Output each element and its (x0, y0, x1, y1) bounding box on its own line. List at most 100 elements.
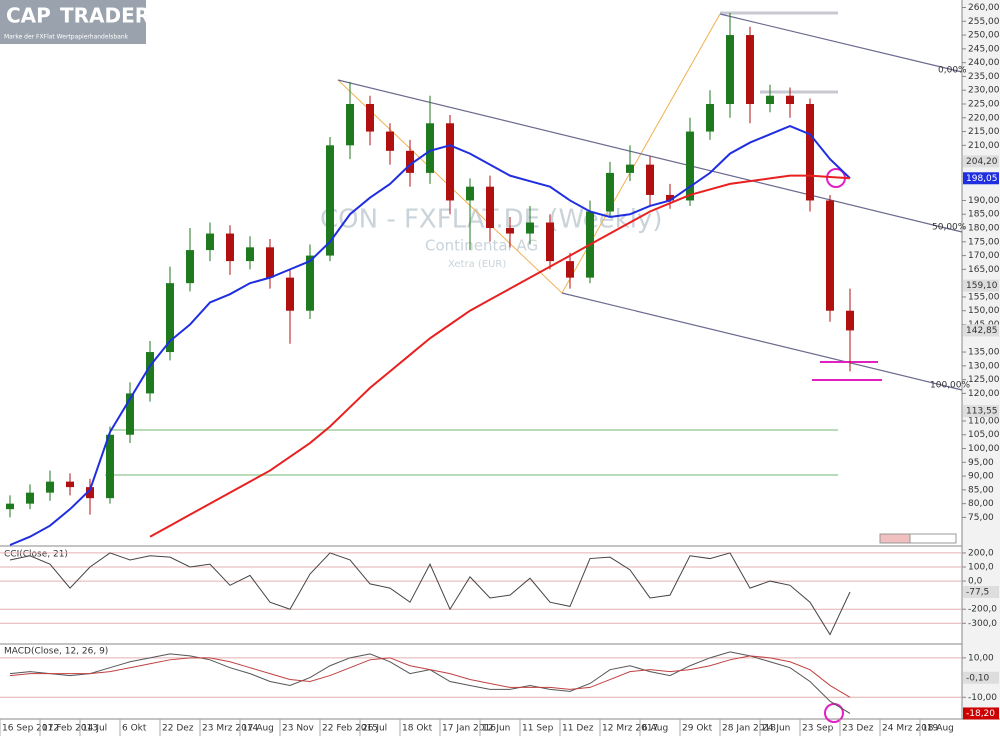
series-line (9, 552, 851, 636)
candle-body (346, 103, 354, 146)
x-tick-label: 17 Feb 2013 (42, 724, 98, 734)
fib-label: 0,00% (938, 66, 967, 76)
watermark-subtitle: Continental AG (425, 237, 538, 255)
y-tick-label: 85,00 (968, 485, 994, 495)
y-tick-label: 100,0 (968, 563, 994, 573)
x-tick-label: 12 Jun (482, 724, 510, 734)
x-tick-label: 24 Jun (762, 724, 790, 734)
y-tick-label: 215,00 (968, 127, 1000, 137)
y-tick-label: -10,00 (968, 693, 997, 703)
candle-body (226, 233, 234, 262)
price-marker-label: 142,85 (966, 326, 998, 336)
candle-body (686, 131, 694, 201)
x-tick-label: 22 Feb 2015 (322, 724, 378, 734)
x-tick-label: 17 Jan 2016 (442, 724, 496, 734)
x-tick-label: 17 Aug (242, 724, 274, 734)
candle-body (646, 164, 654, 195)
y-tick-label: 10,00 (968, 653, 994, 663)
y-tick-label: 80,00 (968, 499, 994, 509)
y-tick-label: 210,00 (968, 141, 1000, 151)
candle-body (406, 150, 414, 173)
x-tick-label: 29 Okt (682, 724, 713, 734)
scroll-box (879, 533, 911, 544)
y-tick-label: 185,00 (968, 210, 1000, 220)
x-tick-label: 11 Dez (562, 724, 594, 734)
candle-body (6, 503, 14, 510)
y-tick-label: 170,00 (968, 251, 1000, 261)
watermark-note: Xetra (EUR) (448, 259, 506, 270)
y-tick-label: 110,00 (968, 416, 1000, 426)
price-marker (963, 279, 999, 292)
candle-body (186, 250, 194, 284)
candle-body (486, 186, 494, 229)
y-tick-label: 180,00 (968, 224, 1000, 234)
series-line (149, 174, 851, 538)
y-tick-label: 100,00 (968, 444, 1000, 454)
candle-body (266, 247, 274, 278)
y-tick-label: 0,0 (968, 577, 983, 587)
x-tick-label: 6 Aug (642, 724, 668, 734)
fib-label: 100,00% (930, 381, 970, 391)
price-marker-label: -0,10 (966, 673, 990, 683)
candle-body (86, 487, 94, 499)
y-tick-label: 165,00 (968, 265, 1000, 275)
price-marker (963, 405, 999, 418)
price-marker (963, 324, 999, 337)
x-tick-label: 26 Jul (362, 724, 387, 734)
y-tick-label: 240,00 (968, 58, 1000, 68)
candle-body (506, 228, 514, 234)
y-tick-label: 90,00 (968, 472, 994, 482)
candle-body (426, 123, 434, 173)
price-marker (963, 585, 999, 598)
price-marker-label: 204,20 (966, 157, 998, 167)
y-tick-label: 130,00 (968, 361, 1000, 371)
y-tick-label: 245,00 (968, 44, 1000, 54)
candle-body (366, 103, 374, 132)
y-tick-label: 235,00 (968, 72, 1000, 82)
y-tick-label: -200,0 (968, 605, 997, 615)
candle-body (306, 255, 314, 311)
logo: CAP (6, 4, 51, 28)
candle-body (746, 35, 754, 104)
x-tick-label: 22 Dez (162, 724, 194, 734)
x-tick-label: 23 Dez (842, 724, 874, 734)
y-tick-label: 250,00 (968, 31, 1000, 41)
candle-body (286, 277, 294, 311)
candle-body (26, 492, 34, 504)
x-tick-label: 6 Okt (122, 724, 147, 734)
price-marker (963, 172, 999, 185)
candle-body (706, 103, 714, 132)
y-tick-label: 155,00 (968, 292, 1000, 302)
y-tick-label: 105,00 (968, 430, 1000, 440)
candle-body (626, 164, 634, 173)
candle-body (766, 95, 774, 104)
candle-body (46, 481, 54, 493)
tagline: Marke der FXFlat Wertpapierhandelsbank (4, 34, 129, 41)
pane-title: MACD(Close, 12, 26, 9) (4, 647, 108, 657)
x-tick-label: 23 Sep (802, 724, 834, 734)
y-tick-label: 125,00 (968, 375, 1000, 385)
candle-body (566, 261, 574, 278)
price-marker-label: 159,10 (966, 281, 998, 291)
candle-body (446, 123, 454, 201)
candle-body (546, 222, 554, 262)
series-line (9, 124, 851, 546)
price-marker (963, 671, 999, 684)
x-tick-label: 23 Mrz 2014 (202, 724, 259, 734)
y-tick-label: 230,00 (968, 86, 1000, 96)
y-tick-label: 75,00 (968, 513, 994, 523)
candle-body (606, 172, 614, 212)
x-tick-label: 18 Okt (402, 724, 433, 734)
candle-body (386, 131, 394, 151)
y-tick-label: 150,00 (968, 306, 1000, 316)
candle-body (726, 35, 734, 104)
y-tick-label: 200,0 (968, 548, 994, 558)
y-tick-label: 225,00 (968, 99, 1000, 109)
price-marker-label: 113,55 (966, 407, 998, 417)
x-tick-label: 24 Mrz 2019 (882, 724, 939, 734)
pane-title: CCI(Close, 21) (4, 550, 68, 560)
x-tick-label: 14 Jul (82, 724, 107, 734)
candle-body (106, 434, 114, 499)
